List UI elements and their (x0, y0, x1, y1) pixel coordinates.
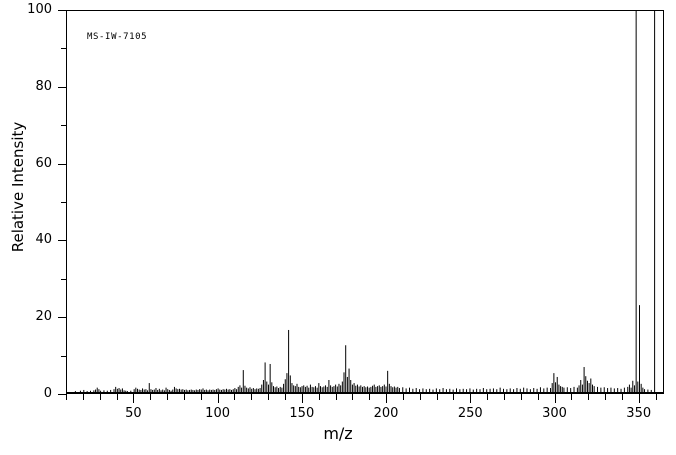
x-minor-tick (285, 394, 286, 400)
x-minor-tick (184, 394, 185, 400)
y-major-tick (58, 240, 66, 241)
x-minor-tick (656, 394, 657, 400)
x-major-tick (555, 394, 556, 403)
x-minor-tick (521, 394, 522, 400)
x-minor-tick (605, 394, 606, 400)
peak-lines (67, 11, 663, 393)
y-axis-title: Relative Intensity (9, 121, 27, 253)
y-major-tick (58, 87, 66, 88)
x-minor-tick (453, 394, 454, 400)
x-major-tick (218, 394, 219, 403)
x-minor-tick (100, 394, 101, 400)
y-major-tick (58, 317, 66, 318)
x-minor-tick (201, 394, 202, 400)
x-axis-title: m/z (323, 424, 353, 443)
x-minor-tick (150, 394, 151, 400)
x-minor-tick (622, 394, 623, 400)
x-minor-tick (420, 394, 421, 400)
x-major-tick (302, 394, 303, 403)
x-minor-tick (66, 394, 67, 400)
sample-label: MS-IW-7105 (87, 32, 148, 42)
x-minor-tick (538, 394, 539, 400)
x-tick-label: 250 (457, 406, 483, 421)
x-minor-tick (437, 394, 438, 400)
y-major-tick (58, 10, 66, 11)
x-minor-tick (403, 394, 404, 400)
y-tick-label: 20 (35, 309, 52, 325)
x-tick-label: 200 (373, 406, 399, 421)
x-minor-tick (571, 394, 572, 400)
y-major-tick (58, 164, 66, 165)
x-major-tick (639, 394, 640, 403)
plot-frame: MS-IW-7105 (66, 10, 664, 394)
x-minor-tick (336, 394, 337, 400)
x-minor-tick (234, 394, 235, 400)
x-minor-tick (268, 394, 269, 400)
x-minor-tick (319, 394, 320, 400)
y-major-tick (58, 394, 66, 395)
x-minor-tick (167, 394, 168, 400)
x-major-tick (386, 394, 387, 403)
x-minor-tick (117, 394, 118, 400)
x-tick-label: 300 (542, 406, 567, 421)
x-minor-tick (504, 394, 505, 400)
x-tick-label: 350 (626, 406, 652, 421)
spectrum-plot (67, 11, 663, 393)
x-minor-tick (588, 394, 589, 400)
x-minor-tick (352, 394, 353, 400)
x-minor-tick (369, 394, 370, 400)
x-major-tick (470, 394, 471, 403)
y-tick-label: 0 (43, 386, 52, 401)
y-tick-label: 100 (27, 2, 52, 17)
x-minor-tick (251, 394, 252, 400)
x-minor-tick (487, 394, 488, 400)
x-tick-label: 50 (125, 406, 142, 421)
x-tick-label: 150 (289, 406, 315, 421)
x-minor-tick (83, 394, 84, 400)
x-tick-label: 100 (205, 406, 230, 421)
x-major-tick (133, 394, 134, 403)
